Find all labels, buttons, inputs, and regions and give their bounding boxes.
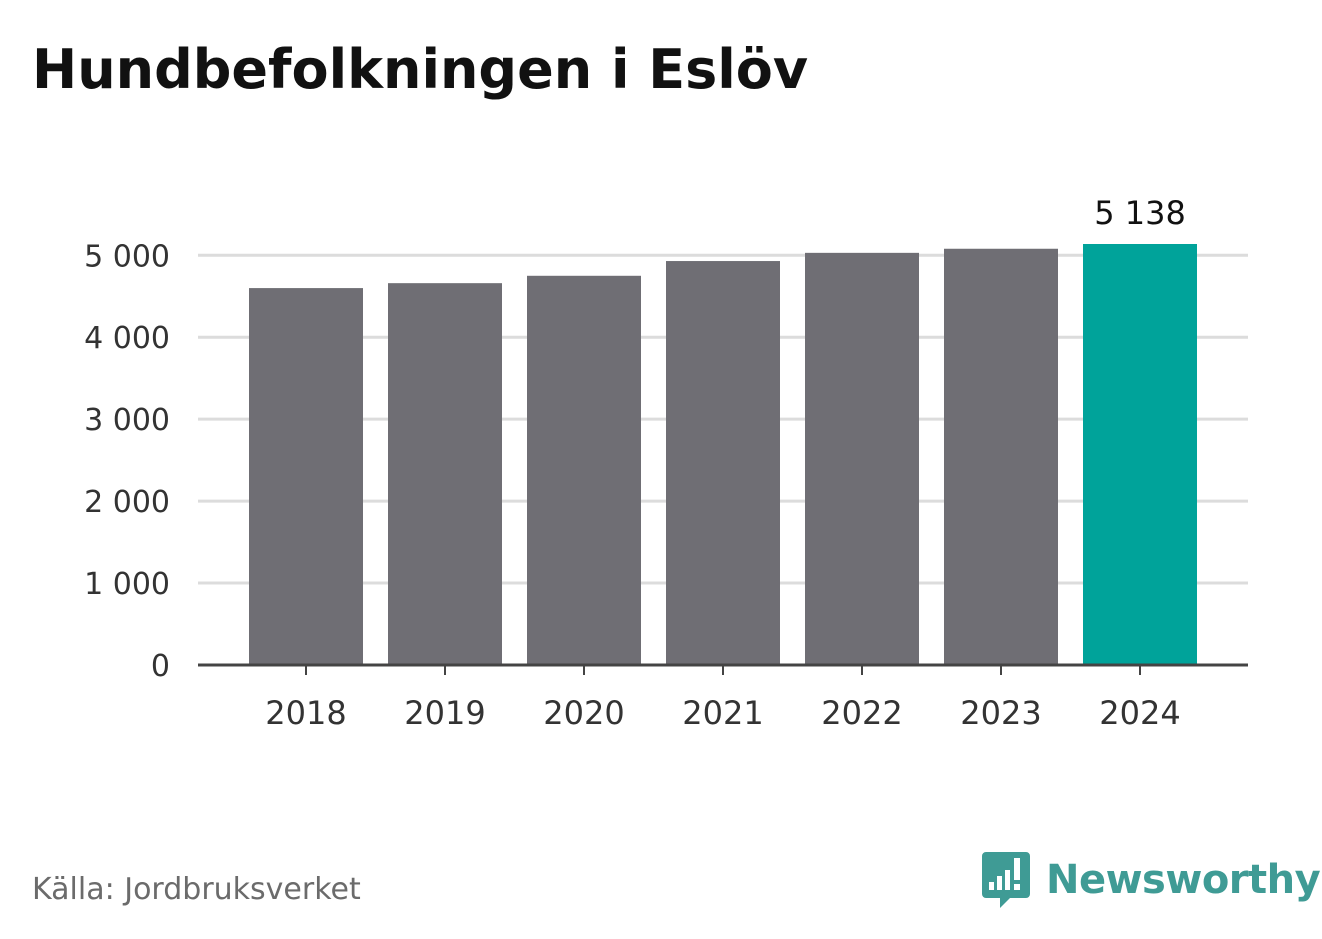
axes xyxy=(198,663,1248,675)
bar-chart: 0 1 000 2 000 3 000 4 000 5 000 2018 2019 2020 20… xyxy=(84,194,1248,732)
newsworthy-logo: Newsworthy xyxy=(980,850,1321,910)
y-tick-label: 0 xyxy=(151,649,170,684)
y-tick-label: 5 000 xyxy=(84,239,170,274)
newsworthy-logo-icon xyxy=(982,852,1030,908)
y-tick-label: 3 000 xyxy=(84,403,170,438)
x-tick-label: 2018 xyxy=(265,694,346,732)
chart-title: Hundbefolkningen i Eslöv xyxy=(32,38,809,101)
bar-2018 xyxy=(249,288,363,665)
labels: 0 1 000 2 000 3 000 4 000 5 000 2018 2019 2020 20… xyxy=(84,194,1186,732)
y-tick-label: 1 000 xyxy=(84,567,170,602)
x-tick-label: 2022 xyxy=(821,694,902,732)
bars xyxy=(249,244,1197,665)
x-tick-label: 2019 xyxy=(404,694,485,732)
bar-2023 xyxy=(944,248,1058,665)
bar-2020 xyxy=(527,275,641,665)
x-tick-label: 2023 xyxy=(960,694,1041,732)
x-tick-label: 2020 xyxy=(543,694,624,732)
bar-2021 xyxy=(666,261,780,665)
data-label: 5 138 xyxy=(1094,194,1186,232)
brand-name: Newsworthy xyxy=(1046,857,1321,903)
x-tick-label: 2021 xyxy=(682,694,763,732)
bar-2024 xyxy=(1083,244,1197,665)
x-tick-label: 2024 xyxy=(1099,694,1180,732)
bar-2019 xyxy=(388,283,502,665)
bar-2022 xyxy=(805,252,919,665)
source-note: Källa: Jordbruksverket xyxy=(32,872,361,907)
y-tick-label: 2 000 xyxy=(84,485,170,520)
y-tick-label: 4 000 xyxy=(84,321,170,356)
